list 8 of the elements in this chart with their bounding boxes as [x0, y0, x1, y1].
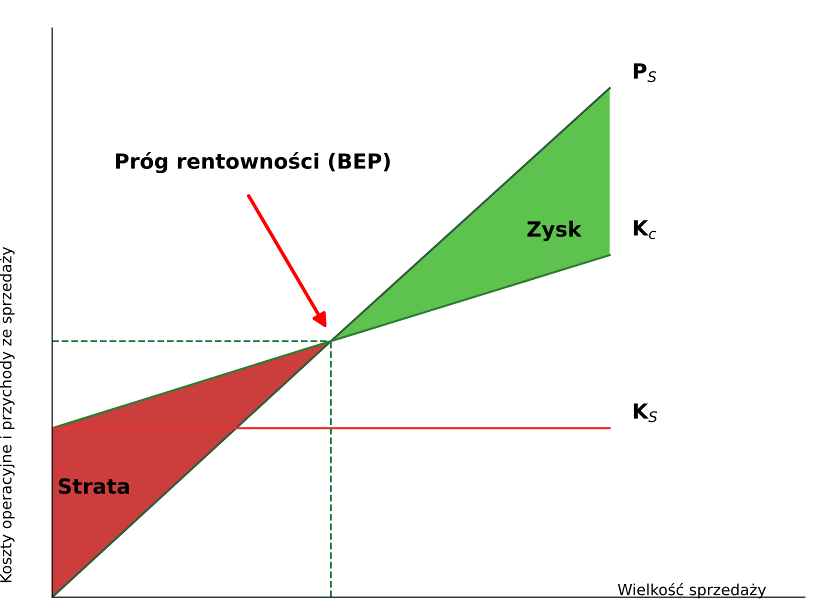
series-label: K$_{S}$ [634, 403, 658, 422]
series-label: Strata [58, 478, 129, 494]
series-label: K$_{c}$ [634, 220, 656, 240]
y-axis-title: Koszty operacyjne i przychody ze sprzedaży [0, 246, 15, 582]
annotation: Próg rentowności (BEP) [116, 152, 390, 174]
x-axis-title: Wielkość sprzedaży [618, 582, 766, 598]
series-label: P$_{S}$ [634, 63, 656, 82]
series-label: Zysk [527, 220, 582, 242]
